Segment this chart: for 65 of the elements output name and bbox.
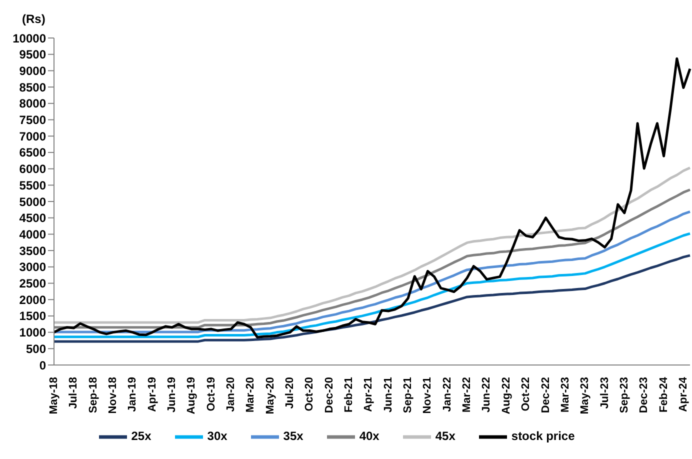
x-tick-label: Mar-23: [559, 377, 572, 412]
x-tick-label: Jun-19: [166, 377, 178, 412]
x-tick-label: May-23: [579, 377, 592, 414]
x-tick-label: Jan-20: [225, 377, 238, 412]
y-tick-label: 3500: [19, 244, 46, 258]
legend-label: 25x: [131, 429, 152, 444]
y-tick-label: 8500: [19, 80, 46, 94]
x-tick-label: Feb-24: [658, 376, 670, 412]
line-series: [52, 232, 692, 338]
y-axis-title: (Rs): [22, 12, 46, 26]
x-tick-label: Dec-20: [323, 377, 336, 414]
x-tick-label: Jan-22: [441, 377, 454, 412]
x-tick-label: Oct-20: [304, 377, 316, 412]
y-tick-label: 10000: [12, 31, 46, 46]
x-tick-label: Dec-23: [638, 377, 650, 414]
x-tick-label: Mar-22: [461, 377, 474, 412]
y-tick-label: 1500: [19, 309, 46, 324]
y-tick-label: 5500: [19, 178, 46, 192]
x-tick-label: Nov-18: [107, 377, 120, 414]
y-tick-label: 6000: [19, 162, 46, 176]
x-tick-label: Jul-18: [68, 377, 80, 409]
y-tick-label: 9500: [19, 48, 46, 62]
x-tick-label: Jun-22: [480, 377, 493, 412]
line-series: [52, 57, 692, 338]
x-tick-label: Jun-21: [382, 377, 394, 412]
y-tick-label: 0: [39, 358, 46, 372]
y-tick-label: 2000: [19, 292, 46, 307]
x-tick-label: Sep-18: [87, 377, 100, 414]
x-tick-label: Apr-19: [146, 377, 158, 412]
x-tick-label: Feb-21: [343, 377, 356, 412]
x-tick-label: Dec-22: [540, 377, 552, 414]
y-tick-label: 3000: [19, 260, 46, 274]
legend-label: 45x: [435, 429, 456, 444]
x-tick-label: Oct-19: [205, 377, 218, 412]
x-tick-label: May-20: [264, 377, 276, 414]
y-tick-label: 4000: [19, 227, 46, 242]
x-tick-label: Apr-21: [362, 377, 375, 412]
legend-label: stock price: [511, 429, 575, 444]
x-tick-label: Jul-20: [284, 377, 296, 409]
x-tick-label: Aug-22: [500, 377, 512, 414]
y-tick-label: 7500: [19, 113, 46, 128]
y-tick-label: 2500: [19, 276, 46, 291]
legend-label: 35x: [283, 429, 304, 444]
y-tick-label: 6500: [19, 146, 46, 160]
x-tick-label: Aug-19: [186, 377, 198, 414]
line-series: [52, 254, 692, 343]
y-tick-label: 4500: [19, 211, 46, 226]
line-series: [52, 166, 692, 324]
x-tick-label: Jul-23: [598, 377, 611, 409]
y-tick-label: 8000: [19, 96, 46, 111]
y-tick-label: 5000: [19, 194, 46, 209]
x-tick-label: May-18: [48, 377, 60, 414]
x-tick-label: Sep-23: [618, 377, 630, 414]
x-tick-label: Apr-24: [677, 376, 690, 412]
y-tick-label: 9000: [19, 64, 46, 78]
x-tick-label: Mar-20: [244, 377, 257, 412]
y-tick-label: 500: [26, 342, 46, 356]
legend-label: 40x: [359, 429, 380, 444]
legend-label: 30x: [207, 429, 228, 444]
x-tick-label: Nov-21: [422, 377, 434, 414]
x-tick-label: Sep-21: [402, 377, 414, 414]
y-tick-label: 7000: [19, 129, 46, 144]
y-tick-label: 1000: [19, 326, 46, 340]
x-tick-label: Jan-19: [126, 377, 139, 412]
x-tick-label: Oct-22: [520, 377, 532, 412]
